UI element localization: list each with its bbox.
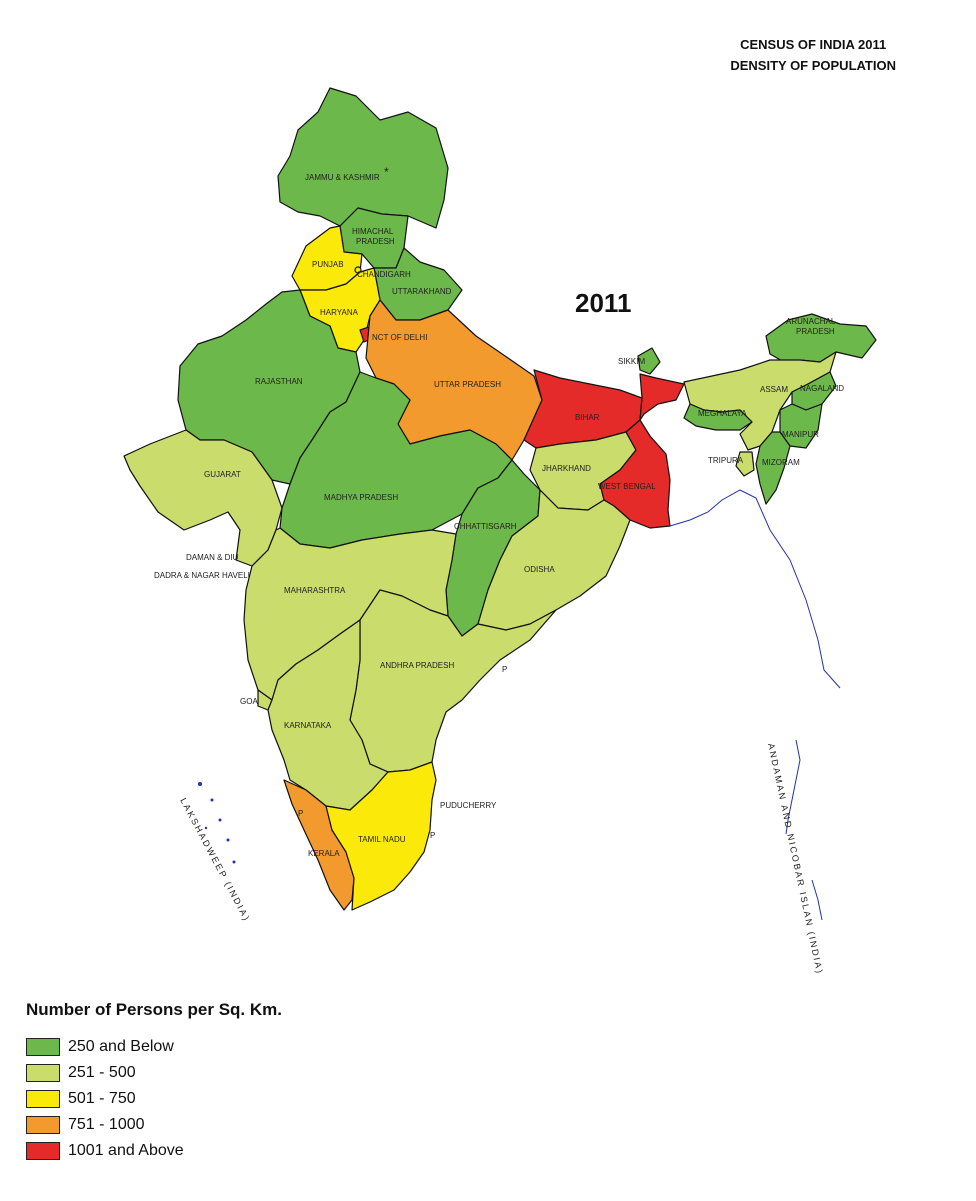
bay-coastline <box>669 489 841 689</box>
label-p-odisha: P <box>502 665 507 674</box>
andaman-islands <box>785 739 801 835</box>
label-nagaland: NAGALAND <box>800 384 844 393</box>
label-arunachal-pradesh: PRADESH <box>796 327 835 336</box>
legend-swatch <box>26 1116 60 1134</box>
label-jharkhand: JHARKHAND <box>542 464 591 473</box>
state-meghalaya[interactable] <box>683 403 753 431</box>
legend-label: 251 - 500 <box>68 1064 136 1081</box>
legend-title: Number of Persons per Sq. Km. <box>26 1000 282 1019</box>
state-chandigarh[interactable] <box>354 266 362 274</box>
label-jammu-kashmir: JAMMU & KASHMIR <box>305 173 380 182</box>
lakshadweep-islands <box>198 782 236 864</box>
legend-label: 250 and Below <box>68 1038 174 1055</box>
label-maharashtra: MAHARASHTRA <box>284 586 346 595</box>
label-odisha: ODISHA <box>524 565 555 574</box>
label-delhi: NCT OF DELHI <box>372 333 427 342</box>
label-tamil-nadu: TAMIL NADU <box>358 835 406 844</box>
label-andaman-nicobar: ANDAMAN AND NICOBAR ISLAN (INDIA) <box>766 742 825 975</box>
legend-label: 1001 and Above <box>68 1142 184 1159</box>
label-dadra-nagar-haveli: DADRA & NAGAR HAVELI <box>154 571 250 580</box>
label-p-kerala: P <box>298 809 303 818</box>
state-manipur[interactable] <box>779 403 823 449</box>
legend-items: 250 and Below 251 - 500 501 - 750 751 - … <box>26 1034 282 1164</box>
state-west-bengal-north[interactable] <box>639 373 685 421</box>
label-meghalaya: MEGHALAYA <box>698 409 747 418</box>
label-daman-diu: DAMAN & DIU <box>186 553 239 562</box>
state-mizoram[interactable] <box>755 431 791 505</box>
state-sikkim[interactable] <box>637 347 661 375</box>
label-madhya-pradesh: MADHYA PRADESH <box>324 493 398 502</box>
label-manipur: MANIPUR <box>782 430 819 439</box>
label-himachal: HIMACHAL <box>352 227 394 236</box>
label-puducherry: PUDUCHERRY <box>440 801 497 810</box>
label-gujarat: GUJARAT <box>204 470 241 479</box>
legend-swatch <box>26 1142 60 1160</box>
label-haryana: HARYANA <box>320 308 359 317</box>
label-himachal-pradesh: PRADESH <box>356 237 395 246</box>
legend-item: 751 - 1000 <box>26 1112 282 1138</box>
legend-swatch <box>26 1090 60 1108</box>
label-karnataka: KARNATAKA <box>284 721 332 730</box>
label-punjab: PUNJAB <box>312 260 344 269</box>
label-uttarakhand: UTTARAKHAND <box>392 287 452 296</box>
label-sikkim: SIKKIM <box>618 357 645 366</box>
label-kerala: KERALA <box>308 849 340 858</box>
label-bihar: BIHAR <box>575 413 600 422</box>
state-tripura[interactable] <box>735 451 755 477</box>
legend-item: 501 - 750 <box>26 1086 282 1112</box>
label-west-bengal: WEST BENGAL <box>598 482 656 491</box>
nicobar-islands <box>811 879 823 921</box>
state-odisha[interactable] <box>477 489 631 631</box>
state-karnataka[interactable] <box>267 619 389 811</box>
map-title-line1: CENSUS OF INDIA 2011 <box>740 37 887 52</box>
legend-swatch <box>26 1064 60 1082</box>
year-label: 2011 <box>575 288 632 318</box>
label-jk-asterisk: * <box>384 165 389 179</box>
label-tripura: TRIPURA <box>708 456 744 465</box>
state-west-bengal[interactable] <box>599 419 671 529</box>
label-p-puducherry: P <box>430 831 435 840</box>
label-goa: GOA <box>240 697 258 706</box>
label-arunachal: ARUNACHAL <box>786 317 836 326</box>
legend: Number of Persons per Sq. Km. 250 and Be… <box>26 1000 282 1164</box>
state-tamil-nadu[interactable] <box>325 761 437 911</box>
legend-item: 1001 and Above <box>26 1138 282 1164</box>
legend-label: 751 - 1000 <box>68 1116 145 1133</box>
state-jammu-kashmir[interactable] <box>277 87 449 229</box>
legend-item: 251 - 500 <box>26 1060 282 1086</box>
label-andhra-pradesh: ANDHRA PRADESH <box>380 661 454 670</box>
label-rajasthan: RAJASTHAN <box>255 377 303 386</box>
legend-item: 250 and Below <box>26 1034 282 1060</box>
label-chandigarh: CHANDIGARH <box>357 270 411 279</box>
label-assam: ASSAM <box>760 385 788 394</box>
legend-swatch <box>26 1038 60 1056</box>
label-chhattisgarh: CHHATTISGARH <box>454 522 517 531</box>
label-uttar-pradesh: UTTAR PRADESH <box>434 380 501 389</box>
map-title: CENSUS OF INDIA 2011 DENSITY OF POPULATI… <box>730 34 896 76</box>
legend-label: 501 - 750 <box>68 1090 136 1107</box>
label-lakshadweep: LAKSHADWEEP (INDIA) <box>178 796 252 923</box>
map-title-line2: DENSITY OF POPULATION <box>730 58 896 73</box>
label-mizoram: MIZORAM <box>762 458 800 467</box>
